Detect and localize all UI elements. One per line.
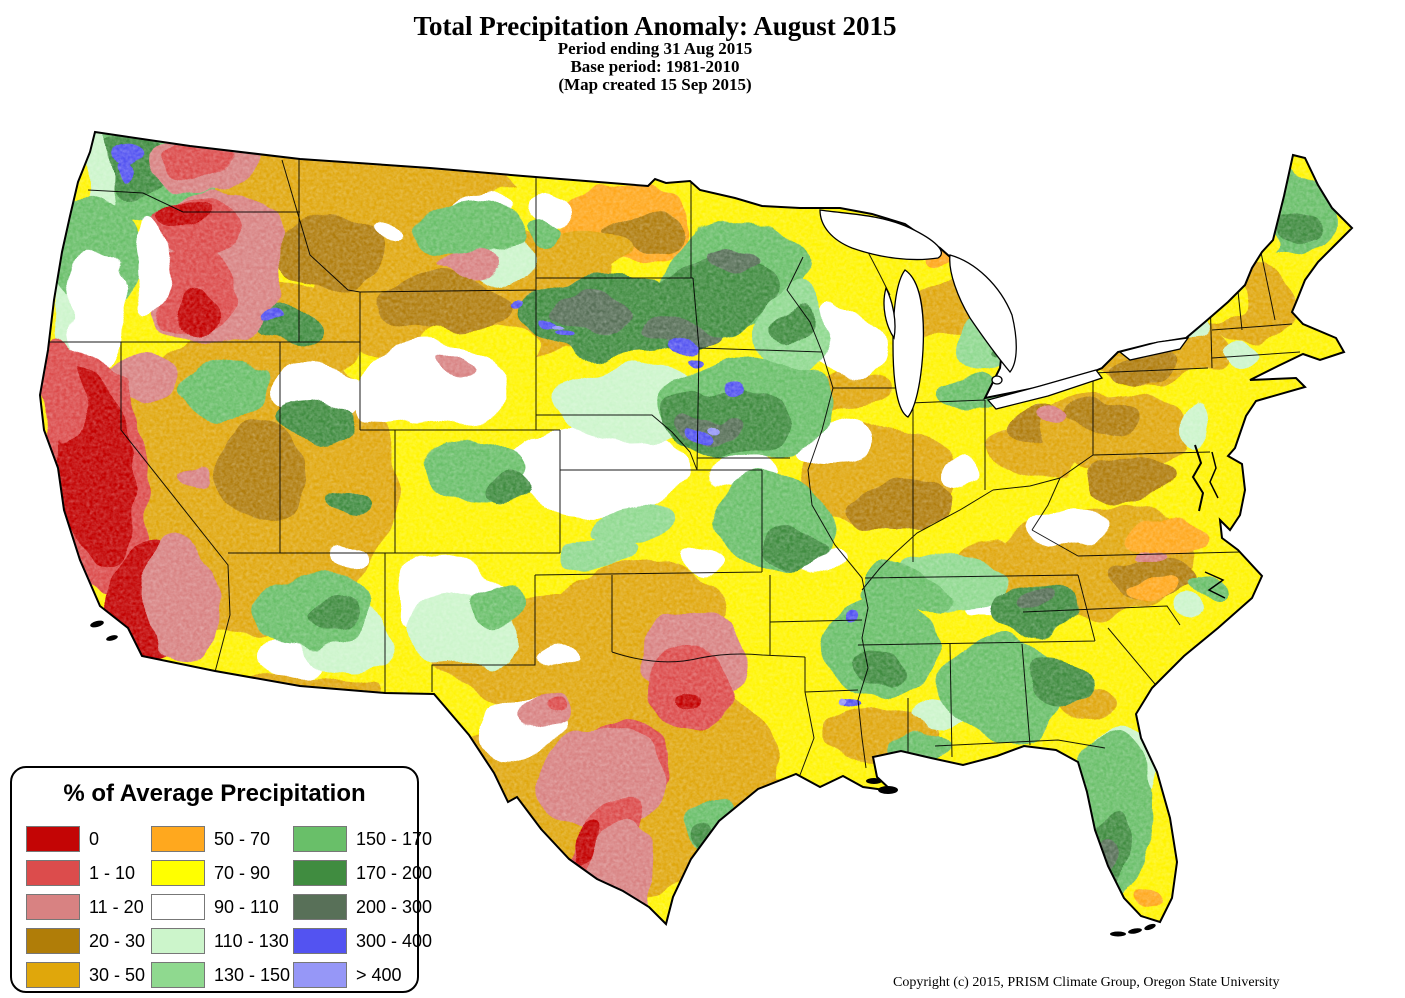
legend-swatch bbox=[293, 962, 347, 988]
legend-item: 0 bbox=[26, 822, 145, 856]
subtitle-period: Period ending 31 Aug 2015 bbox=[557, 39, 753, 58]
legend-range-label: 70 - 90 bbox=[214, 862, 271, 883]
legend-swatch bbox=[26, 860, 80, 886]
legend-swatch bbox=[151, 860, 205, 886]
great-lakes bbox=[819, 209, 1190, 418]
legend-item: 50 - 70 bbox=[151, 822, 290, 856]
legend-range-label: 110 - 130 bbox=[214, 930, 289, 951]
legend-column-2: 50 - 70 70 - 90 90 - 110 110 - 130 130 -… bbox=[151, 822, 290, 992]
legend-range-label: > 400 bbox=[356, 964, 402, 985]
legend-swatch bbox=[293, 826, 347, 852]
us-outline bbox=[38, 130, 1354, 926]
subtitle-base-period: Base period: 1981-2010 bbox=[570, 57, 740, 76]
legend-range-label: 30 - 50 bbox=[89, 964, 146, 985]
legend-swatch bbox=[26, 962, 80, 988]
legend-swatch bbox=[293, 928, 347, 954]
legend-box: % of Average Precipitation 0 1 - 10 11 -… bbox=[10, 766, 432, 993]
legend-swatch bbox=[26, 928, 80, 954]
legend-item: 300 - 400 bbox=[293, 924, 432, 958]
legend-range-label: 300 - 400 bbox=[356, 930, 433, 951]
coastal-details bbox=[90, 444, 1226, 937]
legend-column-3: 150 - 170 170 - 200 200 - 300 300 - 400 … bbox=[293, 822, 432, 992]
legend-range-label: 1 - 10 bbox=[89, 862, 136, 883]
copyright-notice: Copyright (c) 2015, PRISM Climate Group,… bbox=[893, 975, 1280, 990]
page-title: Total Precipitation Anomaly: August 2015 bbox=[413, 11, 897, 41]
legend-item: 170 - 200 bbox=[293, 856, 432, 890]
legend-item: 110 - 130 bbox=[151, 924, 290, 958]
legend-range-label: 11 - 20 bbox=[89, 896, 144, 917]
legend-item: 11 - 20 bbox=[26, 890, 145, 924]
legend-range-label: 0 bbox=[89, 828, 100, 849]
state-borders bbox=[40, 157, 1301, 776]
legend-swatch bbox=[293, 894, 347, 920]
legend-range-label: 130 - 150 bbox=[214, 964, 291, 985]
legend-swatch bbox=[293, 860, 347, 886]
subtitle-created: (Map created 15 Sep 2015) bbox=[558, 75, 752, 94]
legend-item: 130 - 150 bbox=[151, 958, 290, 992]
legend-item: 1 - 10 bbox=[26, 856, 145, 890]
legend-range-label: 90 - 110 bbox=[214, 896, 279, 917]
legend-column-1: 0 1 - 10 11 - 20 20 - 30 30 - 50 bbox=[26, 822, 145, 992]
legend-range-label: 150 - 170 bbox=[356, 828, 433, 849]
legend-range-label: 200 - 300 bbox=[356, 896, 433, 917]
legend-item: 150 - 170 bbox=[293, 822, 432, 856]
legend-item: 30 - 50 bbox=[26, 958, 145, 992]
legend-item: 90 - 110 bbox=[151, 890, 290, 924]
legend-item: 70 - 90 bbox=[151, 856, 290, 890]
legend-swatch bbox=[26, 894, 80, 920]
legend-range-label: 20 - 30 bbox=[89, 930, 146, 951]
legend-swatch bbox=[151, 826, 205, 852]
legend-item: 200 - 300 bbox=[293, 890, 432, 924]
legend-range-label: 170 - 200 bbox=[356, 862, 433, 883]
legend-swatch bbox=[151, 962, 205, 988]
legend-swatch bbox=[151, 894, 205, 920]
legend-swatch bbox=[26, 826, 80, 852]
legend-swatch bbox=[151, 928, 205, 954]
legend-item: 20 - 30 bbox=[26, 924, 145, 958]
legend-title: % of Average Precipitation bbox=[63, 780, 366, 807]
legend-item: > 400 bbox=[293, 958, 432, 992]
map-title-block: Total Precipitation Anomaly: August 2015… bbox=[0, 12, 1310, 94]
legend-range-label: 50 - 70 bbox=[214, 828, 271, 849]
